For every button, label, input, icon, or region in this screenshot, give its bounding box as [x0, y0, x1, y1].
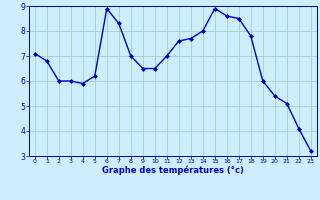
- X-axis label: Graphe des températures (°c): Graphe des températures (°c): [102, 166, 244, 175]
